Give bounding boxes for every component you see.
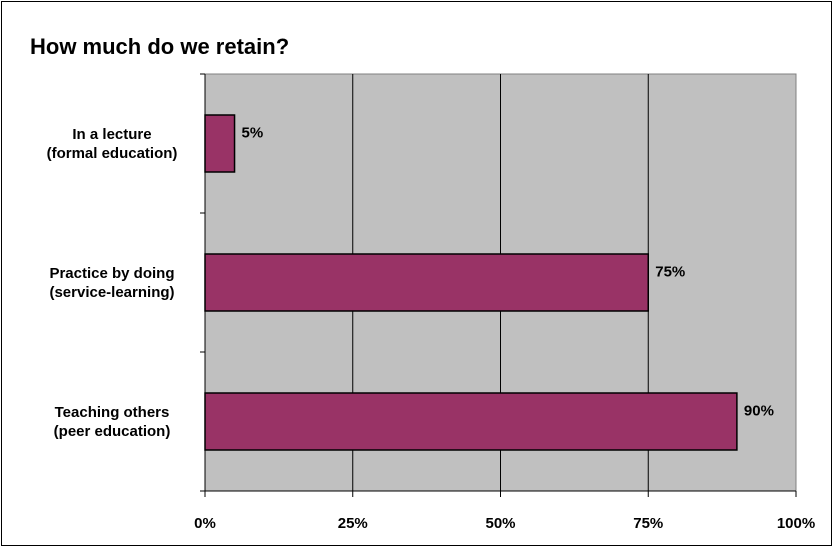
bar-2 xyxy=(204,392,738,451)
x-tick-label-0: 0% xyxy=(194,515,216,532)
category-label-2-line-0: Teaching others xyxy=(55,404,170,421)
bar-0 xyxy=(204,114,236,173)
category-label-0-line-1: (formal education) xyxy=(47,145,178,162)
x-tick-label-25: 25% xyxy=(338,515,368,532)
category-label-1-line-0: Practice by doing xyxy=(49,265,174,282)
category-label-2-line-1: (peer education) xyxy=(54,423,171,440)
data-label-1: 75% xyxy=(655,264,685,281)
x-tick-label-100: 100% xyxy=(777,515,815,532)
chart-title: How much do we retain? xyxy=(30,34,290,59)
bar-1 xyxy=(204,253,649,312)
x-tick-label-75: 75% xyxy=(633,515,663,532)
category-label-0-line-0: In a lecture xyxy=(72,126,151,143)
data-label-2: 90% xyxy=(744,403,774,420)
data-label-0: 5% xyxy=(242,125,264,142)
x-tick-label-50: 50% xyxy=(485,515,515,532)
category-label-1-line-1: (service-learning) xyxy=(49,284,174,301)
